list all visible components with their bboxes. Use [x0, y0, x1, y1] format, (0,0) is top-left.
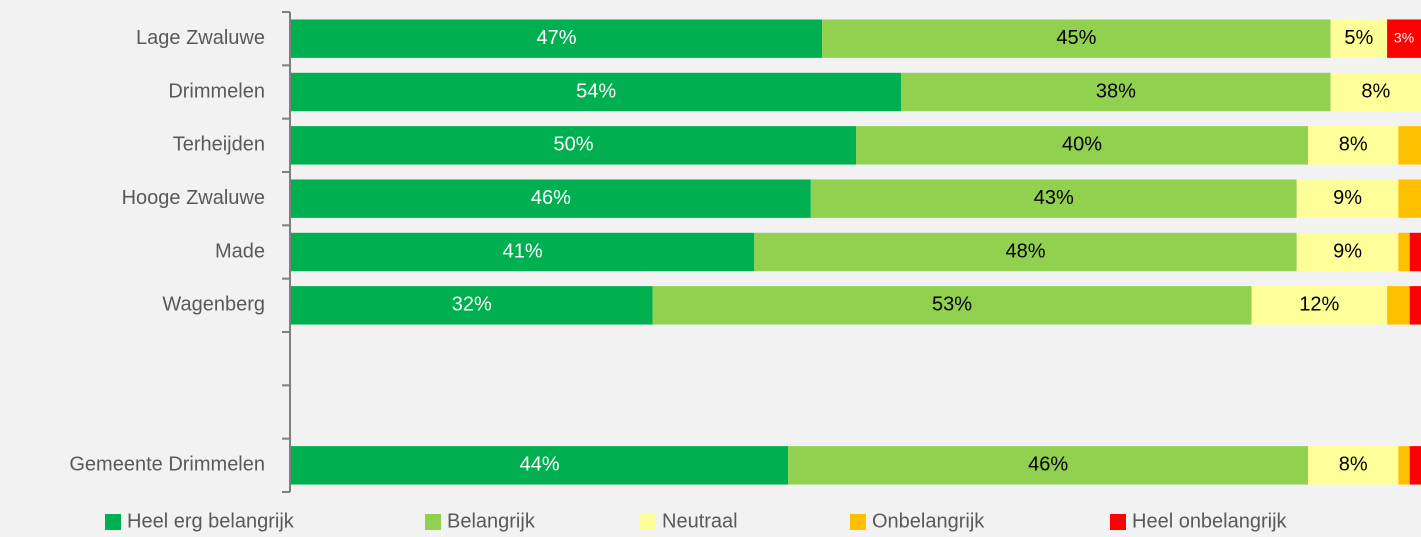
data-label: 46%	[1028, 454, 1068, 476]
data-label: 44%	[520, 454, 560, 476]
data-label: 5%	[1344, 27, 1373, 49]
bar-segment	[1409, 286, 1421, 325]
category-label: Wagenberg	[162, 294, 265, 316]
legend-swatch	[105, 514, 121, 530]
data-label: 9%	[1333, 187, 1362, 209]
bar-segment	[1308, 126, 1399, 165]
data-label: 41%	[503, 240, 543, 262]
data-label: 46%	[531, 187, 571, 209]
legend-swatch	[1110, 514, 1126, 530]
category-label: Gemeente Drimmelen	[69, 454, 265, 476]
legend-label: Heel erg belangrijk	[127, 510, 295, 532]
data-label: 8%	[1339, 454, 1368, 476]
bar-segment	[1409, 232, 1421, 272]
bar-segment	[1398, 232, 1410, 272]
legend-swatch	[425, 514, 441, 530]
bar-segment	[1330, 19, 1388, 58]
bar-segment	[1296, 232, 1399, 272]
bar-segment	[1387, 19, 1421, 58]
bar-segment	[652, 286, 1252, 325]
data-label: 8%	[1361, 80, 1390, 102]
bar-segment	[1398, 126, 1421, 165]
bar-segment	[1251, 286, 1388, 325]
category-label: Drimmelen	[168, 80, 265, 102]
bar-segment	[291, 232, 755, 272]
data-label: 45%	[1056, 27, 1096, 49]
bar-segment	[291, 446, 789, 485]
data-label: 53%	[932, 294, 972, 316]
bar-segment	[1308, 446, 1399, 485]
category-label: Made	[215, 240, 265, 262]
data-label: 43%	[1034, 187, 1074, 209]
category-label: Lage Zwaluwe	[136, 27, 265, 49]
bar-segment	[822, 19, 1331, 58]
legend-label: Belangrijk	[447, 510, 536, 532]
legend-label: Heel onbelangrijk	[1132, 510, 1288, 532]
bar-segment	[1398, 446, 1410, 485]
bar-segment	[901, 72, 1331, 112]
data-label: 47%	[537, 27, 577, 49]
data-label: 32%	[452, 294, 492, 316]
bar-segment	[1409, 446, 1421, 485]
bar-segment	[788, 446, 1308, 485]
bar-segment	[291, 19, 823, 58]
bar-segment	[291, 126, 856, 165]
data-label: 48%	[1005, 240, 1045, 262]
bar-segment	[291, 286, 653, 325]
bar-segment	[1387, 286, 1410, 325]
data-label: 50%	[553, 134, 593, 156]
data-label: 3%	[1394, 29, 1414, 45]
bar-segment	[291, 72, 902, 112]
data-label: 12%	[1299, 294, 1339, 316]
data-label: 38%	[1096, 80, 1136, 102]
bar-segment	[856, 126, 1308, 165]
data-label: 9%	[1333, 240, 1362, 262]
data-label: 40%	[1062, 134, 1102, 156]
bar-segment	[1330, 72, 1421, 112]
data-label: 54%	[576, 80, 616, 102]
category-label: Terheijden	[173, 134, 265, 156]
bar-segment	[1398, 179, 1421, 218]
bar-segment	[1296, 179, 1399, 218]
bar-segment	[754, 232, 1297, 272]
data-label: 8%	[1339, 134, 1368, 156]
category-label: Hooge Zwaluwe	[122, 187, 265, 209]
bar-segment	[810, 179, 1297, 218]
bar-segment	[291, 179, 811, 218]
legend-swatch	[850, 514, 866, 530]
legend-label: Neutraal	[662, 510, 738, 532]
legend-swatch	[640, 514, 656, 530]
legend-label: Onbelangrijk	[872, 510, 985, 532]
